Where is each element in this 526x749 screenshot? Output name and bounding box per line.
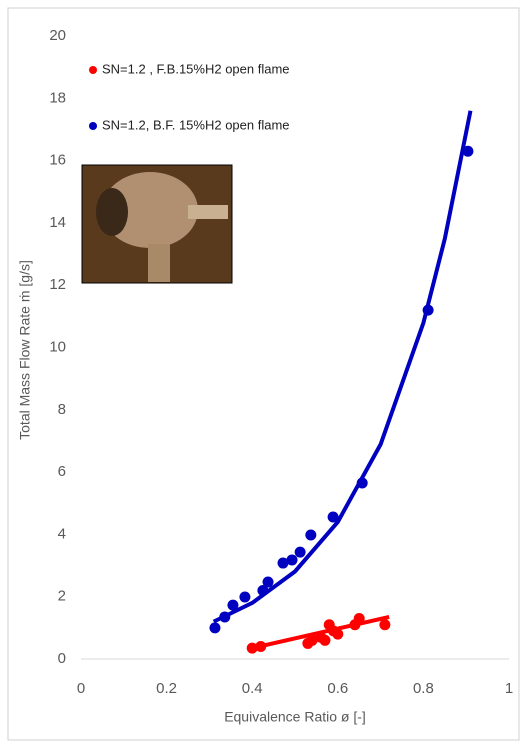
point xyxy=(286,554,298,566)
point xyxy=(319,634,331,646)
y-tick-label: 0 xyxy=(58,650,66,667)
point xyxy=(246,642,258,654)
point xyxy=(219,611,231,623)
point xyxy=(379,619,391,631)
y-tick-label: 4 xyxy=(58,525,66,542)
y-axis-label: Total Mass Flow Rate ṁ [g/s] xyxy=(17,260,33,440)
legend-label: SN=1.2, B.F. 15%H2 open flame xyxy=(102,117,290,132)
point xyxy=(262,576,274,588)
point xyxy=(353,613,365,625)
point xyxy=(327,511,339,523)
photo-stem xyxy=(148,244,170,282)
x-tick-label: 1 xyxy=(505,680,513,697)
point xyxy=(305,529,317,541)
chart-border xyxy=(7,7,520,741)
point xyxy=(306,634,318,646)
photo-bore xyxy=(96,188,128,236)
y-tick-label: 6 xyxy=(58,463,66,480)
y-tick-label: 2 xyxy=(58,588,66,605)
point xyxy=(209,622,221,634)
x-tick-label: 0 xyxy=(77,680,85,697)
point xyxy=(255,641,267,653)
point xyxy=(227,599,239,611)
point xyxy=(422,304,434,316)
x-tick-label: 0.6 xyxy=(327,680,348,697)
x-tick-label: 0.8 xyxy=(413,680,434,697)
point xyxy=(332,628,344,640)
point xyxy=(462,145,474,157)
inset-photo xyxy=(81,164,233,284)
legend-marker xyxy=(89,122,97,130)
point xyxy=(277,557,289,569)
point xyxy=(294,546,306,558)
point xyxy=(239,591,251,603)
x-axis-label: Equivalence Ratio ø [-] xyxy=(224,709,366,725)
y-tick-label: 8 xyxy=(58,401,66,418)
legend-label: SN=1.2 , F.B.15%H2 open flame xyxy=(102,61,290,76)
y-tick-label: 18 xyxy=(49,89,66,106)
y-tick-label: 14 xyxy=(49,214,66,231)
y-tick-label: 20 xyxy=(49,27,66,44)
photo-body xyxy=(102,172,198,248)
photo-pipe xyxy=(188,205,228,219)
y-tick-label: 10 xyxy=(49,338,66,355)
y-tick-label: 16 xyxy=(49,152,66,169)
legend-marker xyxy=(89,66,97,74)
x-tick-label: 0.4 xyxy=(242,680,263,697)
y-tick-label: 12 xyxy=(49,276,66,293)
point xyxy=(356,477,368,489)
x-tick-label: 0.2 xyxy=(156,680,177,697)
point xyxy=(257,584,269,596)
